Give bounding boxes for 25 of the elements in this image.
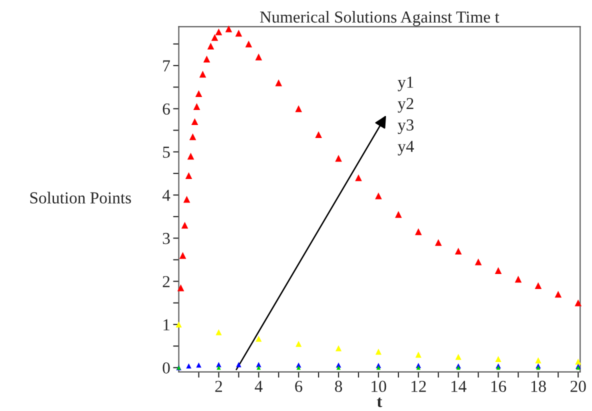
y-tick-label: 2 xyxy=(162,276,170,288)
annotation: y2 xyxy=(398,98,414,113)
x-tick-label: 4 xyxy=(254,380,263,392)
annotation: y4 xyxy=(398,140,414,156)
x-tick-label: 18 xyxy=(531,380,546,392)
y-tick-label: 5 xyxy=(163,146,170,158)
y-tick-label: 6 xyxy=(162,103,170,115)
y-tick-label: 4 xyxy=(162,190,170,201)
x-tick-label: 6 xyxy=(295,380,302,392)
chart-title: Numerical Solutions Against Time t xyxy=(260,10,500,26)
annotation: y1 xyxy=(398,76,414,92)
x-axis-title: t xyxy=(376,398,382,408)
x-tick-label: 2 xyxy=(215,380,222,392)
annotation: y3 xyxy=(398,119,414,134)
x-tick-label: 12 xyxy=(412,380,426,392)
x-tick-label: 10 xyxy=(372,380,386,392)
x-tick-label: 16 xyxy=(491,380,506,392)
x-tick-label: 8 xyxy=(335,380,342,392)
x-tick-label: 20 xyxy=(570,380,586,392)
x-tick-label: 14 xyxy=(451,380,466,392)
y-axis-title: Solution Points xyxy=(30,192,131,204)
y-tick-label: 1 xyxy=(164,319,170,330)
y-tick-label: 3 xyxy=(162,232,170,244)
y-tick-label: 7 xyxy=(163,60,170,72)
y-tick-label: 0 xyxy=(162,362,170,374)
